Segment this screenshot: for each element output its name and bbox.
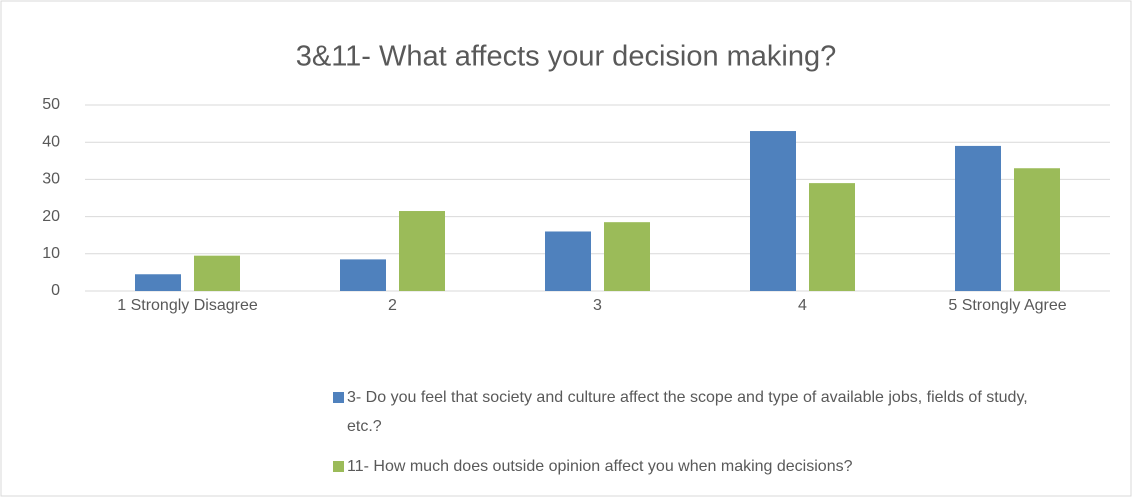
x-tick-label: 2: [388, 297, 397, 314]
bar: [545, 231, 591, 291]
bar: [399, 211, 445, 291]
bar: [955, 145, 1001, 291]
x-tick-label: 3: [593, 297, 602, 314]
legend-label: 3- Do you feel that society and culture …: [347, 389, 1028, 435]
bar: [604, 222, 650, 291]
bar: [809, 183, 855, 291]
chart-title: 3&11- What affects your decision making?: [296, 41, 837, 73]
y-tick-label: 0: [51, 282, 60, 299]
bar: [135, 274, 181, 291]
y-tick-label: 10: [42, 245, 60, 262]
legend-label: 11- How much does outside opinion affect…: [347, 458, 853, 475]
x-tick-label: 1 Strongly Disagree: [117, 297, 258, 314]
bar: [750, 131, 796, 291]
bar: [1014, 168, 1060, 291]
x-tick-label: 5 Strongly Agree: [948, 297, 1066, 314]
y-tick-label: 40: [42, 133, 60, 150]
y-tick-label: 30: [42, 171, 60, 188]
y-tick-label: 20: [42, 208, 60, 225]
legend-entry: 11- How much does outside opinion affect…: [333, 452, 1033, 481]
legend-swatch: [333, 461, 344, 472]
bar: [194, 255, 240, 291]
legend-entry: 3- Do you feel that society and culture …: [333, 383, 1033, 441]
x-tick-label: 4: [798, 297, 807, 314]
bar: [340, 259, 386, 291]
y-tick-label: 50: [42, 96, 60, 113]
legend-swatch: [333, 392, 344, 403]
